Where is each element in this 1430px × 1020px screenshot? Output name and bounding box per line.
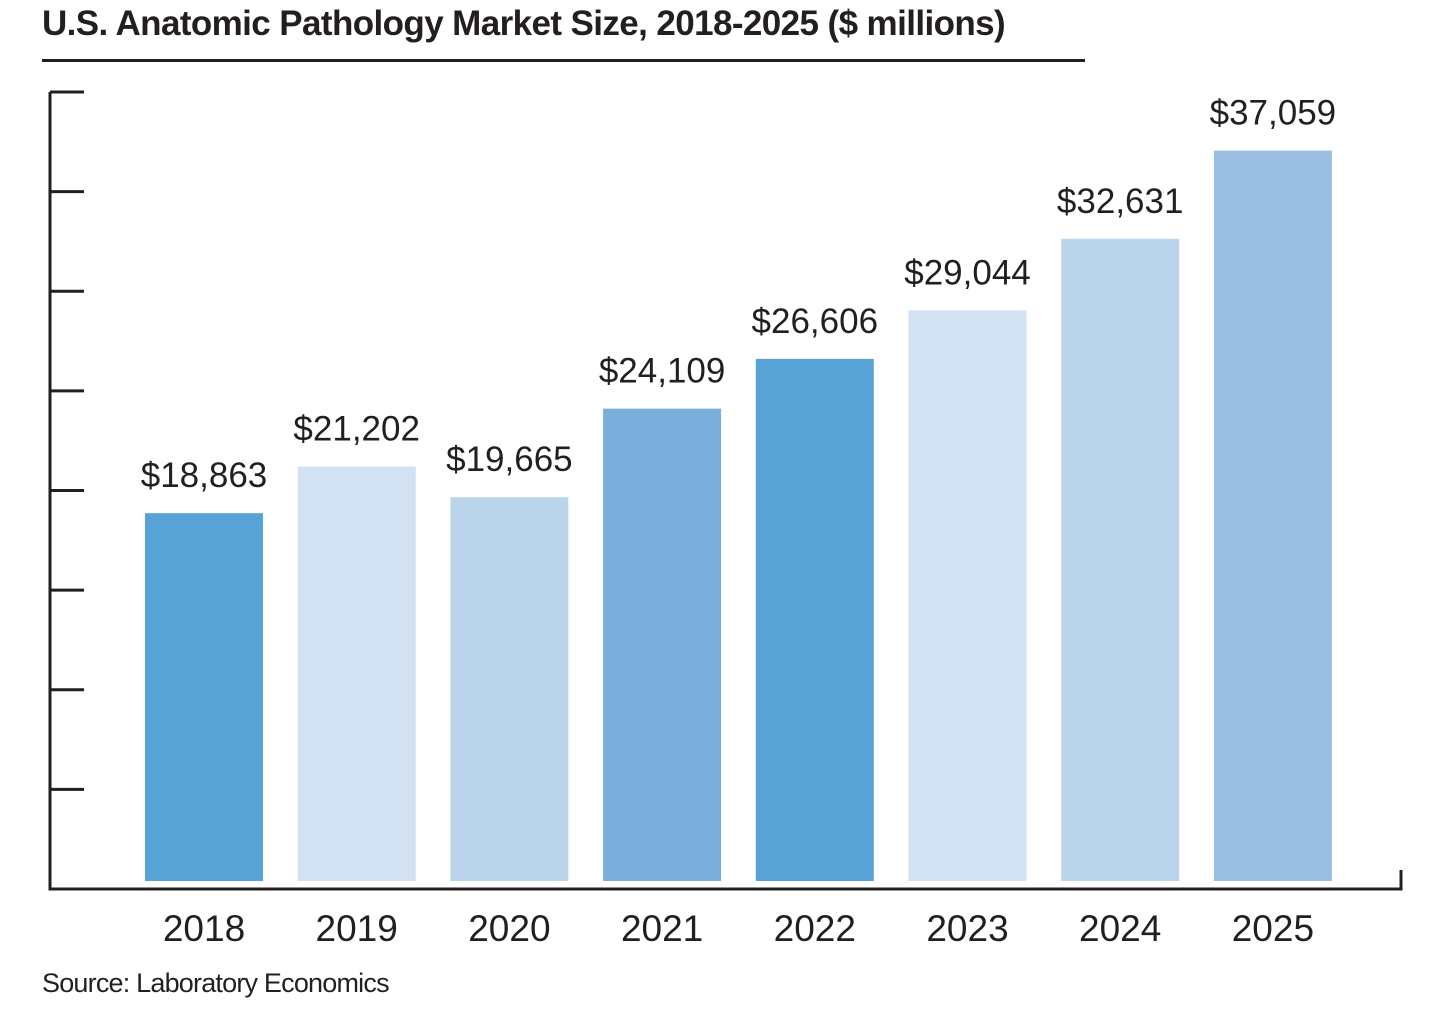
- bar-2023: [908, 310, 1027, 881]
- bar-2025: [1213, 150, 1332, 881]
- x-tick-label: 2019: [316, 908, 398, 949]
- bar-value-label: $19,665: [446, 440, 573, 479]
- bar-value-label: $21,202: [293, 410, 420, 449]
- bar-value-label: $26,606: [752, 302, 879, 341]
- source-note: Source: Laboratory Economics: [42, 968, 390, 998]
- bar-value-label: $29,044: [904, 253, 1031, 292]
- x-tick-label: 2021: [621, 908, 703, 949]
- chart-title: U.S. Anatomic Pathology Market Size, 201…: [42, 4, 1006, 43]
- bar-2018: [145, 513, 263, 881]
- x-tick-label: 2022: [774, 908, 856, 949]
- bar-2024: [1061, 238, 1180, 881]
- x-tick-label: 2025: [1232, 908, 1314, 949]
- bar-value-label: $37,059: [1210, 94, 1337, 133]
- bar-value-label: $18,863: [141, 456, 268, 495]
- bar-2021: [603, 408, 722, 881]
- bar-value-label: $32,631: [1057, 182, 1184, 221]
- x-tick-label: 2018: [163, 908, 245, 949]
- bar-2020: [450, 497, 569, 881]
- bar-2019: [297, 466, 416, 881]
- x-tick-label: 2023: [926, 908, 1008, 949]
- x-tick-label: 2020: [468, 908, 550, 949]
- x-tick-label: 2024: [1079, 908, 1161, 949]
- title-underline: [42, 59, 1085, 62]
- bar-value-label: $24,109: [599, 352, 726, 391]
- bar-2022: [755, 358, 874, 881]
